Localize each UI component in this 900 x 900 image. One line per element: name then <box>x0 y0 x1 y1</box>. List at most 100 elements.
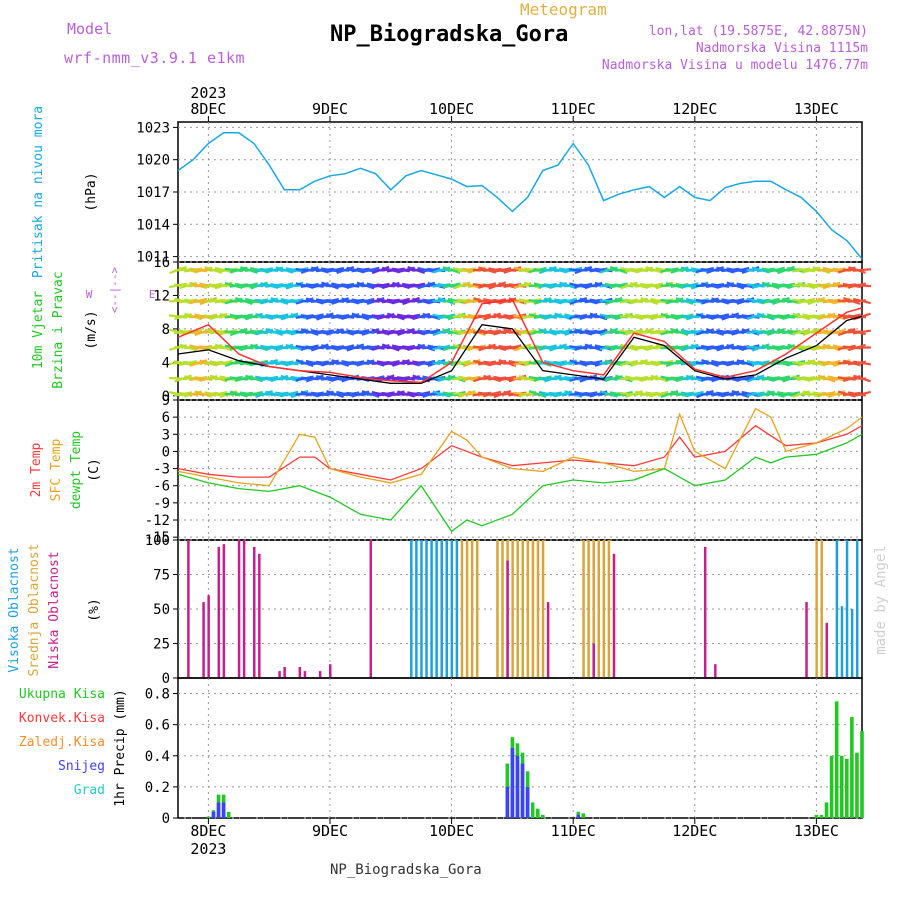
cloud-bar <box>845 540 849 678</box>
cloud-bar <box>450 540 454 678</box>
wind-barb <box>326 375 345 382</box>
wind-barb <box>680 391 699 397</box>
bottom-year-label: 2023 <box>190 840 226 858</box>
temp-unit: (C) <box>87 458 102 481</box>
temp-ylabel-2: dewpt Temp <box>69 431 84 509</box>
cloud-bar <box>607 540 611 678</box>
wind-ytick-label: 8 <box>162 322 170 338</box>
cloud-bar <box>278 671 281 678</box>
cloud-bar <box>805 602 808 678</box>
cloud-bar <box>587 540 590 678</box>
precip-ytick-label: 0.4 <box>145 749 170 765</box>
wind-barb <box>853 374 871 383</box>
wind-barb <box>478 391 497 397</box>
cloud-bar <box>516 540 519 678</box>
cloud-ylabel-0: Visoka Oblacnost <box>7 547 22 672</box>
precip-bar <box>576 814 581 818</box>
precip-legend-0: Ukupna Kisa <box>19 687 105 702</box>
precip-bar <box>216 802 221 818</box>
cloud-bar <box>592 540 595 678</box>
wind-barb <box>351 298 370 304</box>
wind-barb <box>331 345 350 350</box>
cloud-bar <box>303 671 307 678</box>
wind-ytick-label: 4 <box>162 355 170 371</box>
cloud-bar <box>840 606 844 678</box>
cloud-bar <box>415 540 418 678</box>
cloud-bar <box>612 553 616 678</box>
wind-barb <box>270 283 289 288</box>
precip-bar <box>845 758 849 818</box>
coords-label: lon,lat (19.5875E, 42.8875N) <box>648 24 868 39</box>
watermark: made by Angel <box>873 545 889 655</box>
temperature-ytick-label: 3 <box>162 427 170 443</box>
wind-compass: <--|--> <box>108 266 121 313</box>
precip-legend-3: Snijeg <box>58 759 105 774</box>
cloud-bar <box>460 540 464 678</box>
temperature-ytick-label: 9 <box>162 393 170 409</box>
wind-barb <box>756 298 775 304</box>
bottom-day-label: 13DEC <box>794 822 839 840</box>
wind-unit: (m/s) <box>84 310 99 349</box>
cloud-bar <box>825 622 829 678</box>
temp-line-1 <box>177 407 863 487</box>
bottom-day-label: 11DEC <box>551 822 596 840</box>
precip-frame <box>177 677 863 819</box>
wind-compass-w: W <box>86 288 93 301</box>
cloud-bar <box>602 540 606 678</box>
wind-barb <box>792 298 811 304</box>
wind-barb <box>300 314 319 319</box>
pressure-ytick-label: 1020 <box>136 153 170 169</box>
bottom-day-label: 8DEC <box>190 822 226 840</box>
cloud-bar <box>455 540 459 678</box>
wind-barb <box>640 282 659 289</box>
cloud-bar <box>258 553 261 678</box>
wind-barb <box>467 313 486 320</box>
wind-barb <box>295 344 314 351</box>
cloud-bar <box>541 540 545 678</box>
wind-barb <box>320 267 340 273</box>
wind-barb <box>584 329 603 335</box>
wind-barb <box>559 267 578 273</box>
wind-barb <box>554 298 573 304</box>
pressure-ytick-label: 1014 <box>136 217 170 233</box>
precip-bar <box>206 816 211 818</box>
cloud-unit: (%) <box>87 598 102 621</box>
wind-barb <box>179 329 198 335</box>
wind-barb <box>650 360 669 366</box>
wind-barb <box>675 283 694 288</box>
wind-compass-e: E <box>149 288 156 301</box>
cloud-bar <box>835 540 839 678</box>
precip-bar <box>530 802 535 818</box>
pressure-unit: (hPa) <box>84 172 99 211</box>
top-day-label: 9DEC <box>312 100 348 118</box>
precip-ylabel: 1hr Precip (mm) <box>113 689 128 806</box>
temperature-ytick-label: -3 <box>153 462 170 478</box>
top-day-label: 12DEC <box>672 100 717 118</box>
precip-ytick-label: 0.6 <box>145 718 170 734</box>
wind-barb <box>412 360 431 366</box>
precip-ytick-label: 0 <box>162 811 170 827</box>
cloud-bar <box>820 540 823 678</box>
top-day-label: 11DEC <box>551 100 596 118</box>
wind-barb <box>852 283 872 288</box>
pressure-ylabel: Pritisak na nivou mora <box>31 106 46 278</box>
wind-barb <box>381 329 400 335</box>
temp-ylabel-0: 2m Temp <box>29 442 44 497</box>
model-label: Model <box>67 20 113 38</box>
clouds-ytick-label: 75 <box>153 568 170 584</box>
wind-barb <box>706 314 725 319</box>
precip-bar <box>855 752 859 818</box>
temperature-ytick-label: 6 <box>162 410 170 426</box>
pressure-ytick-label: 1023 <box>136 120 170 136</box>
pressure-ytick-label: 1011 <box>136 250 170 266</box>
wind-barb <box>564 376 583 381</box>
precip-bar <box>541 814 545 818</box>
cloud-bar <box>318 671 322 678</box>
precip-bar <box>226 811 231 818</box>
precip-bar <box>834 701 839 818</box>
wind-barb <box>852 360 872 366</box>
precip-legend-2: Zaledj.Kisa <box>19 735 105 750</box>
cloud-bar <box>420 540 423 678</box>
